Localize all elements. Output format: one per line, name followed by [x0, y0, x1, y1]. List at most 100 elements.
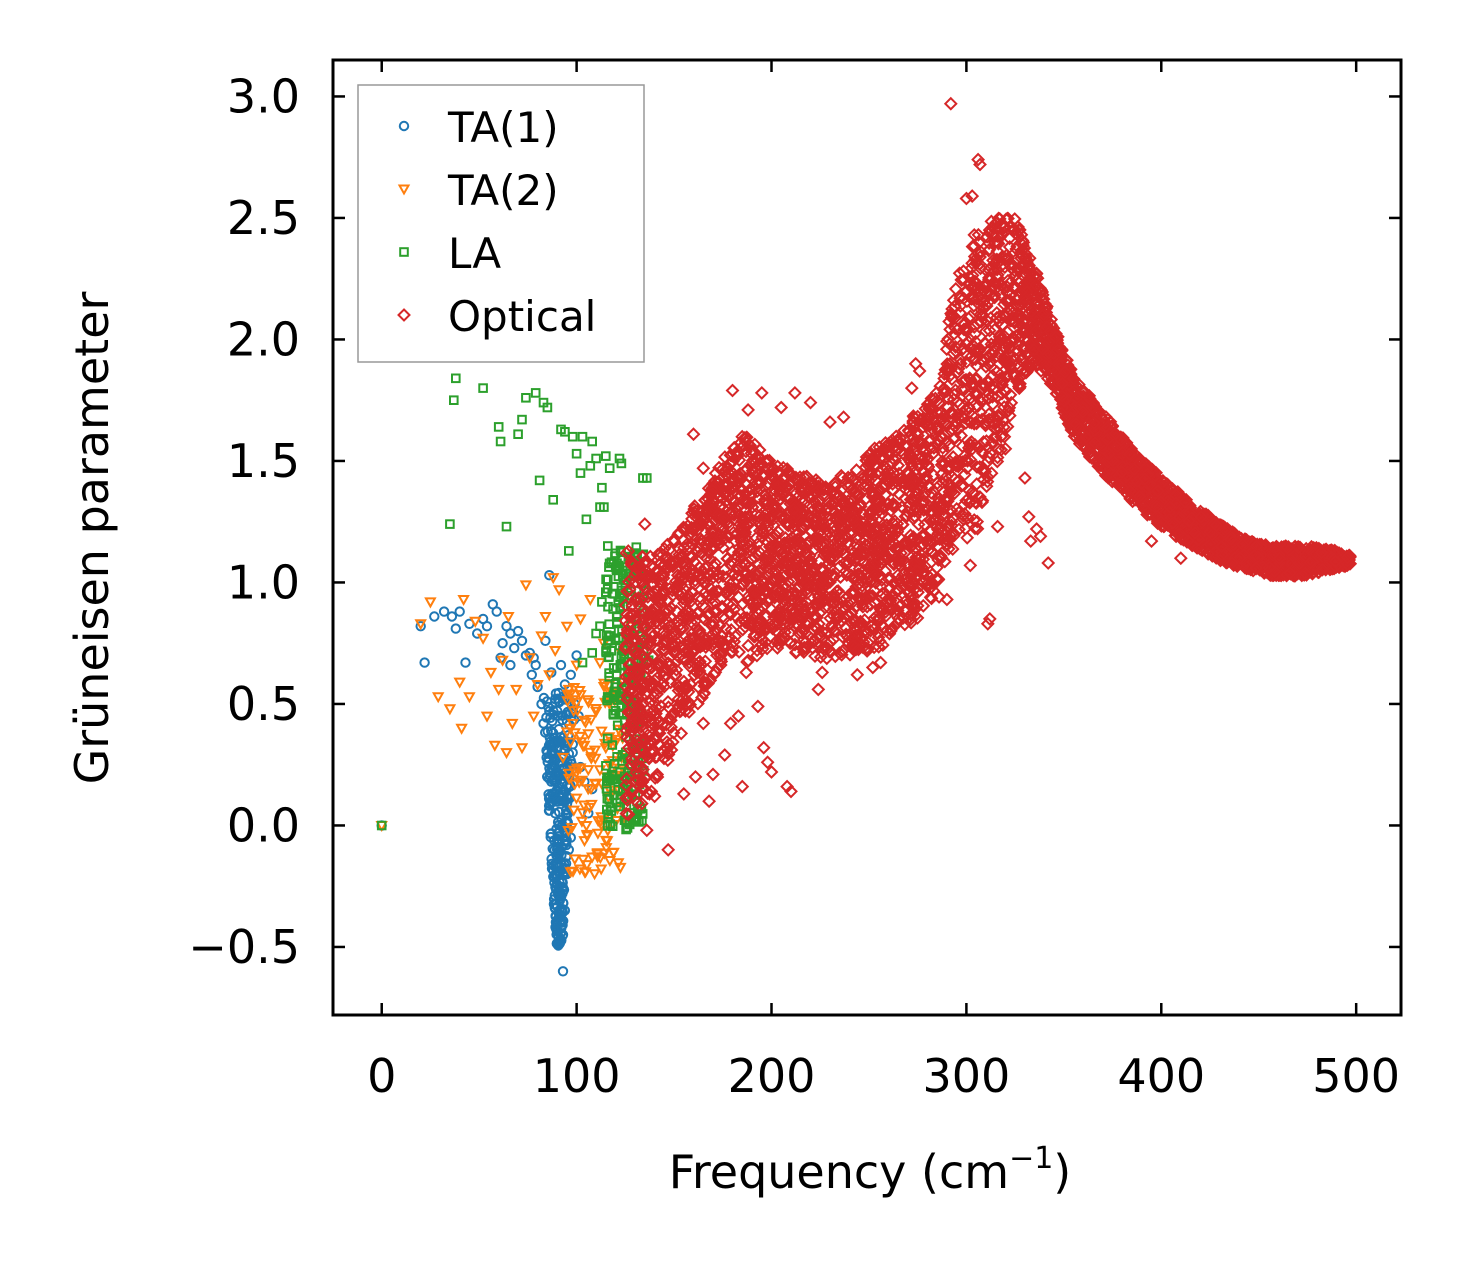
- point-optical: [684, 594, 699, 609]
- point-la: [616, 458, 627, 469]
- point-ta2: [582, 765, 595, 777]
- point-optical: [698, 676, 713, 690]
- point-la: [602, 695, 612, 706]
- point-optical: [1063, 367, 1078, 381]
- point-optical: [1042, 368, 1057, 383]
- point-ta2: [577, 715, 591, 727]
- point-ta2: [584, 595, 597, 607]
- point-optical: [1007, 222, 1022, 237]
- point-la: [604, 619, 615, 630]
- point-optical: [712, 460, 726, 475]
- point-optical: [963, 309, 978, 324]
- point-ta1: [536, 698, 547, 710]
- point-la: [548, 495, 559, 505]
- point-ta2: [509, 684, 523, 696]
- point-ta2: [568, 854, 582, 866]
- point-la: [637, 809, 648, 819]
- point-la: [567, 431, 578, 442]
- point-ta2: [543, 670, 556, 682]
- point-optical: [945, 542, 960, 557]
- point-ta1: [546, 788, 558, 799]
- point-ta2: [519, 580, 533, 592]
- point-la: [495, 436, 506, 447]
- point-optical: [936, 502, 951, 517]
- point-optical: [955, 478, 970, 492]
- point-optical: [751, 514, 766, 529]
- point-optical: [893, 558, 908, 573]
- point-ta1: [516, 635, 528, 646]
- point-optical: [762, 539, 777, 554]
- point-optical: [619, 771, 634, 786]
- point-ta2: [601, 836, 614, 848]
- point-la: [449, 395, 459, 405]
- point-ta1: [546, 776, 557, 787]
- point-ta1: [497, 638, 508, 649]
- point-ta2: [584, 714, 598, 726]
- point-ta1: [542, 747, 553, 758]
- point-la: [542, 402, 553, 413]
- point-optical: [694, 512, 709, 526]
- point-optical: [729, 549, 744, 564]
- point-optical: [740, 602, 755, 617]
- point-ta2: [561, 696, 574, 708]
- point-optical: [675, 639, 690, 654]
- point-optical: [710, 660, 725, 675]
- point-ta1: [562, 808, 574, 819]
- point-optical: [723, 457, 738, 471]
- point-ta2: [552, 585, 566, 597]
- point-optical: [1002, 294, 1017, 309]
- point-optical: [909, 550, 924, 565]
- point-ta2: [578, 836, 591, 848]
- point-optical: [849, 530, 863, 545]
- point-ta1: [565, 669, 576, 680]
- point-la: [608, 604, 618, 614]
- point-la: [581, 514, 592, 525]
- point-ta1: [438, 606, 450, 617]
- point-optical: [747, 437, 762, 452]
- point-ta1: [557, 714, 568, 726]
- point-optical: [960, 530, 975, 545]
- point-la: [521, 393, 531, 403]
- point-ta1: [548, 746, 559, 758]
- point-la: [607, 770, 617, 781]
- point-optical: [986, 430, 1001, 445]
- point-optical: [619, 778, 633, 793]
- point-optical: [717, 464, 732, 479]
- point-optical: [668, 580, 683, 595]
- point-optical: [874, 618, 889, 633]
- point-la: [642, 473, 652, 483]
- point-optical: [907, 410, 922, 425]
- point-ta2: [567, 765, 581, 777]
- point-optical: [967, 227, 982, 242]
- point-optical: [722, 630, 737, 645]
- point-optical: [947, 432, 962, 447]
- point-la: [530, 388, 541, 398]
- point-ta2: [591, 816, 605, 828]
- point-optical: [671, 527, 686, 542]
- point-optical: [886, 483, 901, 498]
- point-ta1: [559, 905, 571, 916]
- point-ta1: [551, 769, 563, 780]
- point-ta2: [582, 729, 595, 741]
- point-ta2: [564, 867, 577, 879]
- point-ta2: [589, 753, 602, 765]
- point-optical: [703, 495, 718, 510]
- point-optical: [755, 523, 770, 538]
- point-optical: [779, 478, 794, 493]
- point-ta2: [565, 823, 579, 835]
- point-la: [605, 802, 616, 813]
- point-ta2: [568, 728, 582, 740]
- point-ta1: [557, 929, 569, 940]
- point-optical: [939, 342, 954, 357]
- point-optical: [800, 582, 815, 597]
- point-optical: [944, 503, 959, 518]
- point-optical: [964, 434, 979, 449]
- point-la: [513, 429, 523, 439]
- point-optical: [923, 524, 938, 539]
- point-optical: [748, 597, 763, 612]
- point-ta1: [450, 623, 461, 634]
- point-la: [604, 672, 615, 682]
- point-optical: [808, 649, 822, 664]
- point-optical: [747, 550, 762, 565]
- point-optical: [716, 569, 730, 584]
